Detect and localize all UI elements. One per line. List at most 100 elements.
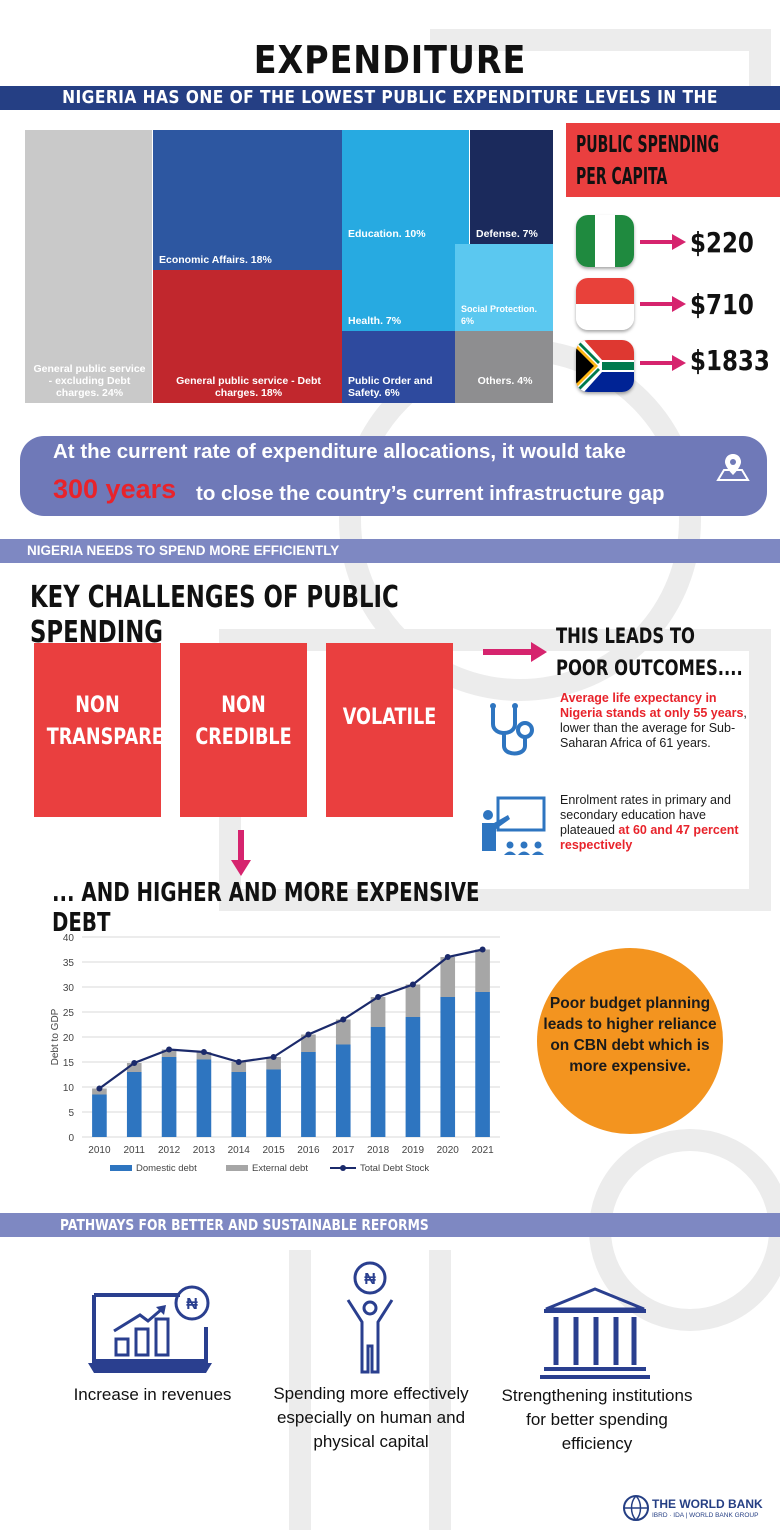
bar-external-debt bbox=[196, 1052, 212, 1060]
bar-external-debt bbox=[440, 957, 456, 997]
expenditure-banner-text: NIGERIA HAS ONE OF THE LOWEST PUBLIC EXP… bbox=[62, 87, 718, 132]
treemap-cell-others: Others. 4% bbox=[455, 331, 553, 403]
point-total-debt-stock bbox=[375, 994, 382, 1000]
x-tick-label: 2015 bbox=[262, 1145, 285, 1156]
line-total-debt-stock bbox=[98, 948, 483, 1090]
point-total-debt-stock bbox=[200, 1049, 207, 1055]
treemap-label: Others. 4% bbox=[477, 375, 533, 387]
point-total-debt-stock bbox=[166, 1046, 173, 1053]
y-tick-label: 35 bbox=[63, 958, 75, 969]
pathway-institutions-text: Strengthening institutions for better sp… bbox=[501, 1386, 693, 1453]
treemap-label: Defense. 7% bbox=[476, 228, 538, 240]
institution-building-icon bbox=[540, 1287, 650, 1379]
x-tick-label: 2013 bbox=[193, 1145, 216, 1156]
infrastructure-gap-callout bbox=[20, 436, 767, 516]
y-tick-label: 10 bbox=[63, 1083, 75, 1094]
treemap-cell-economic-affairs: Economic Affairs. 18% bbox=[153, 130, 342, 270]
bar-external-debt bbox=[231, 1062, 247, 1072]
efficiency-banner-text: NIGERIA NEEDS TO SPEND MORE EFFICIENTLY bbox=[27, 543, 340, 558]
leads-to-heading: THIS LEADS TO POOR OUTCOMES.... bbox=[556, 620, 759, 684]
per-capita-title: PUBLIC SPENDING PER CAPITA bbox=[576, 129, 779, 193]
y-tick-label: 30 bbox=[63, 983, 75, 994]
point-total-debt-stock bbox=[479, 946, 486, 953]
page-title: EXPENDITURE bbox=[253, 38, 527, 82]
pathway-revenues-text: Increase in revenues bbox=[73, 1385, 232, 1404]
x-tick-label: 2011 bbox=[123, 1145, 145, 1156]
treemap-cell-social-protection: Social Protection. 6% bbox=[455, 244, 553, 331]
x-tick-label: 2019 bbox=[402, 1145, 425, 1156]
bar-external-debt bbox=[161, 1049, 177, 1057]
enrolment-rest: Enrolment rates in primary and secondary… bbox=[560, 793, 731, 837]
indonesia-flag-icon bbox=[576, 278, 634, 330]
life-expectancy-highlight: Average life expectancy in Nigeria stand… bbox=[560, 691, 744, 720]
challenge-volatile: VOLATILE bbox=[326, 643, 453, 817]
x-tick-label: 2016 bbox=[297, 1145, 320, 1156]
bar-external-debt bbox=[405, 984, 421, 1017]
debt-chart: 0 5 10 15 20 25 30 35 40 Debt to GDP 2010 2011 2012 2… bbox=[50, 933, 500, 1174]
y-tick-label: 40 bbox=[63, 933, 75, 944]
bar-external-debt bbox=[126, 1063, 142, 1072]
treemap-label: Health. 7% bbox=[348, 315, 402, 327]
leads-line2: POOR OUTCOMES.... bbox=[556, 656, 743, 680]
legend-swatch-domestic-debt bbox=[110, 1165, 132, 1171]
enrolment-highlight: at 60 and 47 percent respectively bbox=[560, 823, 739, 852]
person-naira-icon: ₦ bbox=[346, 1261, 394, 1374]
x-tick-label: 2020 bbox=[437, 1145, 460, 1156]
y-axis-label: Debt to GDP bbox=[50, 1008, 61, 1065]
treemap-cell-education: Education. 10% bbox=[342, 130, 469, 244]
x-tick-label: 2017 bbox=[332, 1145, 355, 1156]
bar-domestic-debt bbox=[266, 1069, 281, 1137]
per-capita-amount: $220 bbox=[690, 226, 754, 259]
point-total-debt-stock bbox=[96, 1085, 103, 1092]
x-tick-label: 2021 bbox=[471, 1145, 494, 1156]
treemap-label: Public Order and Safety. 6% bbox=[348, 375, 433, 399]
per-capita-amount: $710 bbox=[690, 288, 754, 321]
bar-external-debt bbox=[301, 1034, 316, 1052]
debt-title: ... AND HIGHER AND MORE EXPENSIVE DEBT bbox=[52, 878, 480, 938]
legend-label-external-debt: External debt bbox=[252, 1163, 308, 1174]
bar-domestic-debt bbox=[92, 1094, 107, 1137]
world-bank-name: THE WORLD BANK bbox=[652, 1497, 763, 1511]
enrolment-text: Enrolment rates in primary and secondary… bbox=[560, 793, 760, 853]
bar-external-debt bbox=[335, 1019, 351, 1045]
point-total-debt-stock bbox=[444, 954, 451, 960]
gap-callout-line2: to close the country’s current infrastru… bbox=[196, 482, 665, 505]
map-pin-icon bbox=[716, 454, 750, 481]
x-tick-label: 2012 bbox=[158, 1145, 181, 1156]
revenue-chart-icon: ₦ bbox=[88, 1285, 212, 1373]
bar-domestic-debt bbox=[405, 1017, 421, 1137]
treemap-cell-health: Health. 7% bbox=[342, 244, 455, 331]
leads-line1: THIS LEADS TO bbox=[556, 624, 695, 648]
y-tick-label: 0 bbox=[68, 1133, 74, 1144]
arrow-right-icon bbox=[640, 234, 686, 250]
treemap-label: General public service - excluding Debt … bbox=[33, 363, 146, 399]
treemap-cell-defense: Defense. 7% bbox=[470, 130, 553, 244]
per-capita-amount: $1833 bbox=[690, 344, 770, 377]
x-tick-label: 2014 bbox=[228, 1145, 251, 1156]
treemap-label: Education. 10% bbox=[348, 228, 426, 240]
nigeria-flag-icon bbox=[576, 215, 634, 267]
challenge-non-credible: NON CREDIBLE bbox=[180, 643, 307, 817]
bar-domestic-debt bbox=[161, 1057, 177, 1137]
x-tick-label: 2018 bbox=[367, 1145, 390, 1156]
point-total-debt-stock bbox=[270, 1054, 277, 1060]
gap-callout-line1: At the current rate of expenditure alloc… bbox=[53, 440, 626, 463]
treemap-cell-public-order: Public Order and Safety. 6% bbox=[342, 331, 455, 403]
expenditure-banner: NIGERIA HAS ONE OF THE LOWEST PUBLIC EXP… bbox=[0, 86, 780, 132]
point-total-debt-stock bbox=[340, 1016, 347, 1023]
bar-external-debt bbox=[475, 949, 490, 992]
pathway-spending-text: Spending more effectively especially on … bbox=[273, 1384, 469, 1451]
point-total-debt-stock bbox=[305, 1031, 312, 1038]
treemap-cell-general-public-service: General public service - excluding Debt … bbox=[25, 130, 152, 403]
y-tick-label: 5 bbox=[68, 1108, 74, 1119]
world-bank-sub: IBRD · IDA | WORLD BANK GROUP bbox=[652, 1512, 759, 1519]
per-capita-title-line1: PUBLIC SPENDING bbox=[576, 132, 720, 158]
svg-text:₦: ₦ bbox=[186, 1296, 198, 1313]
south-africa-flag-icon bbox=[576, 340, 634, 392]
challenge-line1: NON bbox=[221, 693, 266, 718]
y-tick-label: 15 bbox=[63, 1058, 75, 1069]
legend-label-total-debt-stock: Total Debt Stock bbox=[360, 1163, 429, 1174]
legend-swatch-external-debt bbox=[226, 1165, 248, 1171]
cbn-debt-callout-text: Poor budget planning leads to higher rel… bbox=[543, 995, 717, 1075]
bar-domestic-debt bbox=[231, 1072, 247, 1137]
